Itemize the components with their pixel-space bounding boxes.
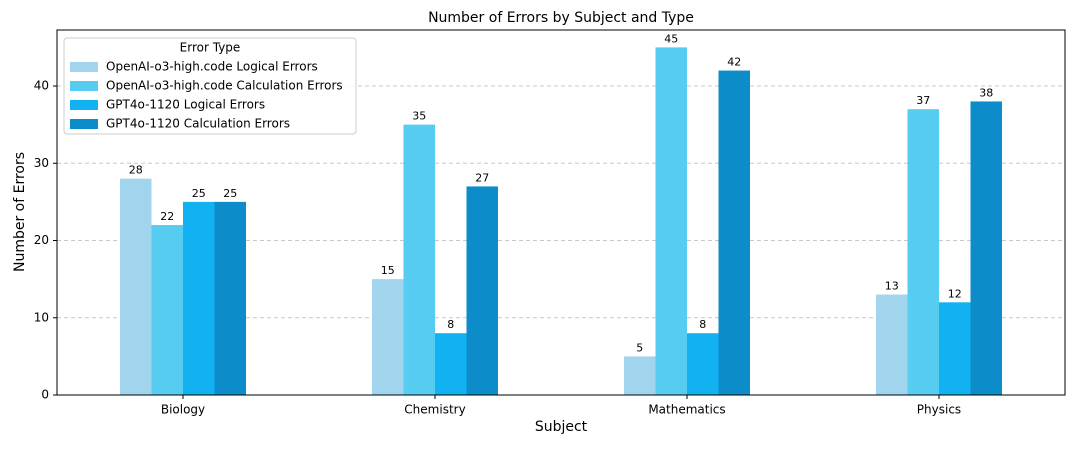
x-tick-label: Chemistry <box>404 403 465 417</box>
value-label: 25 <box>223 187 237 200</box>
x-tick-label: Physics <box>917 403 961 417</box>
legend-box <box>63 37 357 135</box>
legend-swatch <box>70 81 98 91</box>
value-label: 8 <box>699 318 706 331</box>
bar <box>655 47 687 395</box>
y-tick-label: 30 <box>34 156 49 170</box>
bar <box>939 302 971 395</box>
value-label: 22 <box>160 210 174 223</box>
bar <box>907 109 939 395</box>
value-label: 28 <box>129 164 143 177</box>
legend-label: GPT4o-1120 Logical Errors <box>106 98 265 112</box>
bar <box>435 333 467 395</box>
chart-title: Number of Errors by Subject and Type <box>428 10 694 26</box>
bar <box>214 201 246 395</box>
bar <box>120 178 152 395</box>
y-tick-label: 10 <box>34 310 49 324</box>
value-label: 27 <box>475 171 489 184</box>
bar <box>403 124 435 395</box>
bar <box>970 101 1002 396</box>
value-label: 42 <box>727 56 741 69</box>
bar <box>372 279 404 395</box>
value-label: 12 <box>948 287 962 300</box>
y-axis-label: Number of Errors <box>12 152 28 272</box>
bar <box>624 356 656 395</box>
x-axis-label: Subject <box>535 419 588 435</box>
value-label: 13 <box>885 280 899 293</box>
value-label: 35 <box>412 110 426 123</box>
y-tick-label: 40 <box>34 79 49 93</box>
value-label: 45 <box>664 32 678 45</box>
legend-label: OpenAI-o3-high.code Logical Errors <box>106 60 318 74</box>
plot-frame <box>56 29 1066 396</box>
legend-swatch <box>70 100 98 110</box>
value-label: 8 <box>447 318 454 331</box>
legend-swatch <box>70 119 98 129</box>
value-label: 5 <box>636 341 643 354</box>
x-tick-label: Mathematics <box>648 403 725 417</box>
legend-title: Error Type <box>180 41 241 55</box>
y-tick-label: 0 <box>41 388 49 402</box>
value-label: 25 <box>192 187 206 200</box>
bar <box>183 201 215 395</box>
legend-swatch <box>70 62 98 72</box>
bar <box>876 294 908 395</box>
bar <box>718 70 750 396</box>
bar <box>687 333 719 395</box>
value-label: 37 <box>916 94 930 107</box>
legend-label: GPT4o-1120 Calculation Errors <box>106 117 290 131</box>
value-label: 15 <box>381 264 395 277</box>
bar <box>466 186 498 395</box>
bar <box>151 225 183 395</box>
x-tick-label: Biology <box>161 403 205 417</box>
y-tick-label: 20 <box>34 233 49 247</box>
legend-label: OpenAI-o3-high.code Calculation Errors <box>106 79 343 93</box>
value-label: 38 <box>979 86 993 99</box>
